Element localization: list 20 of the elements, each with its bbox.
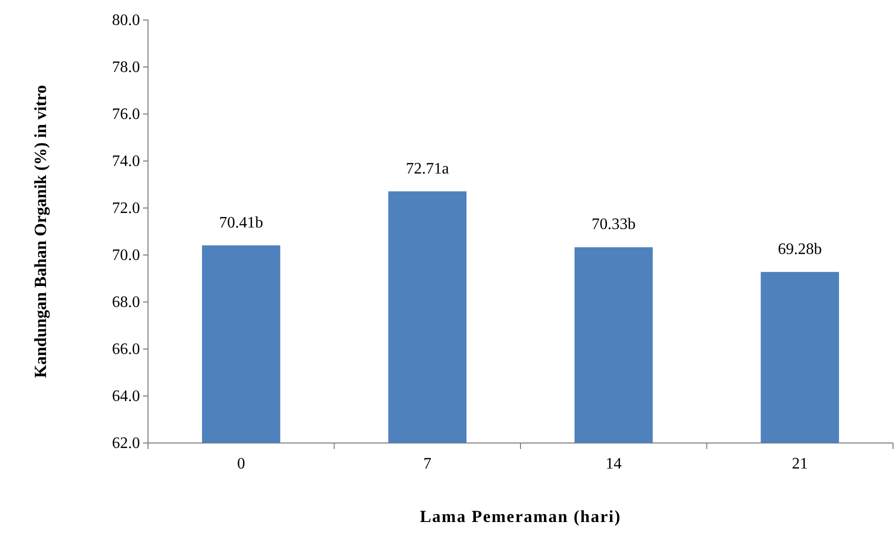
data-label: 70.41b [219,214,264,232]
y-axis-title: Kandungan Bahan Organik (%) in vitro [30,84,50,378]
y-tick-label: 76.0 [112,106,140,124]
x-tick-label: 0 [237,455,246,472]
y-tick-label: 80.0 [112,12,140,30]
y-tick-label: 70.0 [112,247,140,264]
x-tick-label: 7 [423,455,432,472]
y-tick-label: 64.0 [112,388,140,406]
y-tick-label: 74.0 [112,153,140,170]
x-tick-label: 14 [606,455,622,472]
y-tick-label: 68.0 [112,294,140,312]
y-tick-label: 62.0 [112,435,140,452]
y-tick-label: 66.0 [112,341,140,358]
data-label: 69.28b [778,240,822,258]
y-tick-label: 72.0 [112,200,140,218]
data-label: 70.33b [592,216,636,234]
x-axis-title: Lama Pemeraman (hari) [420,507,622,526]
data-label: 72.71a [406,160,449,178]
x-tick-label: 21 [792,455,808,472]
y-tick-label: 78.0 [112,59,140,76]
